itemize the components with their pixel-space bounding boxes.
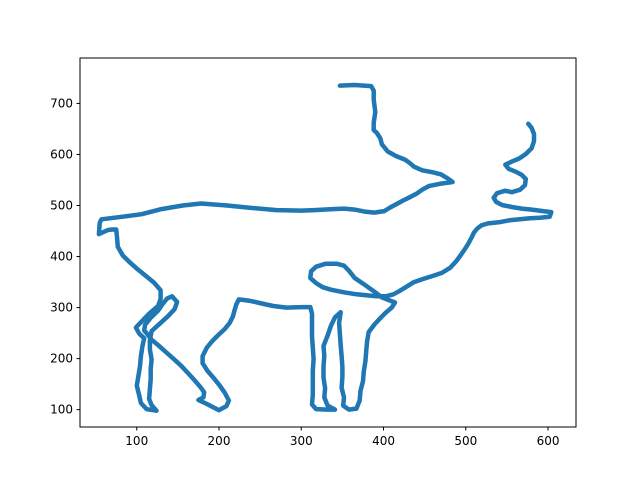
x-tick-label: 500 bbox=[454, 434, 477, 448]
plot-frame bbox=[79, 57, 577, 428]
y-tick-label: 500 bbox=[50, 198, 73, 212]
y-tick-label: 300 bbox=[50, 301, 73, 315]
series-outline-0 bbox=[96, 82, 554, 413]
x-tick-label: 400 bbox=[372, 434, 395, 448]
x-tick-label: 600 bbox=[537, 434, 560, 448]
y-tick-label: 200 bbox=[50, 352, 73, 366]
x-tick-label: 200 bbox=[208, 434, 231, 448]
x-tick-label: 300 bbox=[290, 434, 313, 448]
plot-area bbox=[96, 82, 554, 413]
y-tick-label: 700 bbox=[50, 96, 73, 110]
y-axis: 100 200 300 400 500 600 700 bbox=[50, 96, 80, 417]
y-tick-label: 600 bbox=[50, 147, 73, 161]
x-tick-label: 100 bbox=[125, 434, 148, 448]
y-tick-label: 400 bbox=[50, 250, 73, 264]
x-axis: 100 200 300 400 500 600 bbox=[125, 427, 559, 448]
y-tick-label: 100 bbox=[50, 403, 73, 417]
